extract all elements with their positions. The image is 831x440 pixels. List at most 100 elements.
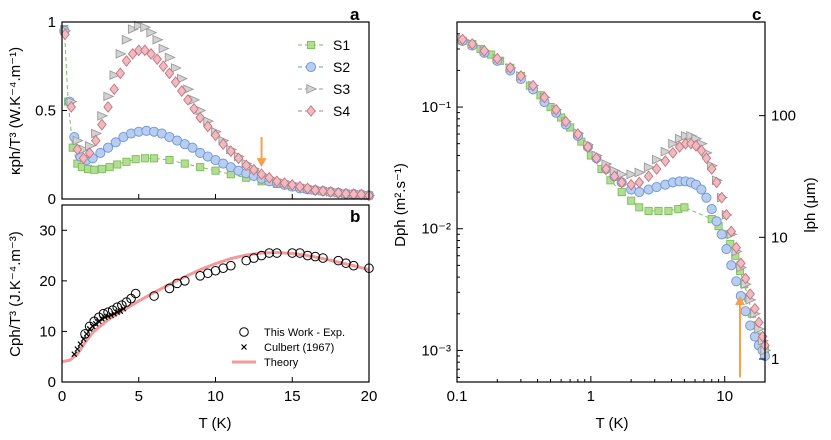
c-S4-point	[492, 52, 503, 65]
panel-b-xlabel: T (K)	[198, 415, 231, 432]
panel-a-ticks: 00.51	[35, 14, 370, 208]
a-S4-point	[164, 67, 175, 80]
panel-b-label: b	[350, 207, 360, 226]
c-S4-point	[479, 44, 490, 57]
b-legend-label: Culbert (1967)	[264, 342, 334, 354]
c-S2-point	[634, 187, 645, 198]
exp-point	[80, 329, 90, 339]
a-S3-point	[115, 48, 127, 59]
c-S3-point	[643, 162, 655, 173]
c-right-tick-label: 10	[771, 229, 788, 246]
c-S4-point	[528, 79, 538, 92]
panel-b-ticks: 0 5 10 15 20 0 10 20 30	[39, 222, 377, 405]
exp-point	[98, 308, 109, 319]
c-S1-point	[635, 203, 644, 212]
c-S4-point	[660, 155, 671, 167]
c-S4-point	[634, 176, 645, 189]
c-S4-point	[754, 316, 764, 329]
panel-b-heat-capacity: 0 5 10 15 20 0 10 20 30 b Cph/T³ (J.K⁻⁴.m⁻³) T (…	[7, 204, 377, 432]
exp-point	[149, 291, 159, 301]
a-S2-point	[95, 147, 106, 159]
exp-point	[103, 307, 113, 318]
c-S1-point	[627, 196, 636, 205]
a-S4-point	[183, 93, 193, 106]
c-S3-point	[680, 130, 692, 141]
a-S4-point	[140, 44, 150, 57]
a-S1-point	[105, 163, 114, 172]
a-S4-point	[109, 83, 119, 96]
c-S4-point	[736, 257, 746, 270]
c-S4-point	[701, 152, 712, 165]
a-S4-point	[170, 76, 181, 89]
c-S2-point	[706, 204, 717, 215]
c-S4-point	[626, 178, 636, 191]
c-S3-point	[634, 167, 646, 178]
a-S4-point	[90, 134, 101, 147]
c-S1-point	[644, 206, 653, 215]
c-S2-point	[716, 229, 727, 240]
a-S4-point	[103, 101, 113, 113]
exp-point	[318, 253, 328, 263]
exp-point	[302, 250, 313, 261]
a-S4-point	[158, 60, 169, 73]
a-S4-point	[318, 185, 328, 197]
a-S4-point	[279, 177, 290, 189]
c-S2-point	[740, 306, 751, 317]
a-legend-label: S4	[333, 103, 350, 119]
c-arrow-head	[734, 295, 745, 305]
b-xtick-label: 15	[284, 388, 301, 405]
a-S1-point	[122, 157, 131, 166]
c-ytick-label: 10⁻²	[421, 221, 451, 238]
a-S4-point	[146, 47, 156, 60]
c-S4-point	[668, 146, 678, 159]
c-S4-point	[591, 152, 602, 165]
exp-point	[112, 302, 123, 312]
a-S4-point	[287, 178, 298, 191]
a-S3-point	[152, 34, 164, 45]
c-S3-point	[660, 146, 672, 157]
a-S4-point	[218, 138, 228, 151]
exp-point	[226, 260, 236, 271]
b-legend-label: This Work - Exp.	[264, 327, 345, 339]
c-xtick-label: 10	[716, 388, 733, 405]
c-S4-point	[609, 170, 620, 183]
panel-c-frame	[456, 21, 766, 383]
a-S3-point	[134, 20, 146, 31]
c-S4-point	[457, 33, 468, 46]
panel-a-legend: S1 S2 S3 S4	[298, 37, 350, 119]
a-S3-point	[121, 34, 133, 45]
c-right-tick-label: 100	[771, 108, 796, 125]
a-legend-marker	[305, 61, 317, 73]
c-xtick-label: 0.1	[447, 388, 468, 405]
c-S3-point	[668, 138, 680, 149]
a-S4-point	[210, 129, 221, 142]
b-legend-label: Theory	[264, 357, 299, 369]
a-S1-point	[140, 154, 149, 163]
c-S1-point	[664, 206, 673, 215]
panel-c-arrow	[734, 295, 745, 378]
c-S1-point	[617, 188, 626, 197]
panel-b-legend: This Work - Exp. Culbert (1967) Theory	[232, 327, 345, 369]
a-S1-point	[90, 165, 99, 174]
c-xtick-label: 1	[587, 388, 595, 405]
a-S1-point	[211, 166, 220, 175]
b-ytick-label: 10	[39, 323, 56, 340]
a-S4-point	[302, 182, 313, 195]
a-S4-point	[226, 145, 236, 158]
a-S4-point	[256, 168, 267, 181]
panel-c-ticks: 0.1 1 10 10⁻³ 10⁻² 10⁻¹ 1 10 100	[421, 21, 796, 405]
c-S4-point	[561, 115, 571, 128]
culbert-point	[83, 331, 90, 337]
a-legend-marker	[306, 105, 316, 117]
culbert-point	[74, 346, 81, 353]
panel-b-marks	[61, 248, 374, 364]
a-S3-point	[127, 24, 139, 34]
c-S4-point	[516, 70, 526, 82]
b-xtick-label: 5	[135, 388, 143, 405]
a-S1-point	[180, 159, 189, 168]
a-S3-point	[72, 135, 84, 146]
panel-c-xlabel: T (K)	[595, 415, 628, 432]
c-S2-point	[651, 182, 662, 193]
